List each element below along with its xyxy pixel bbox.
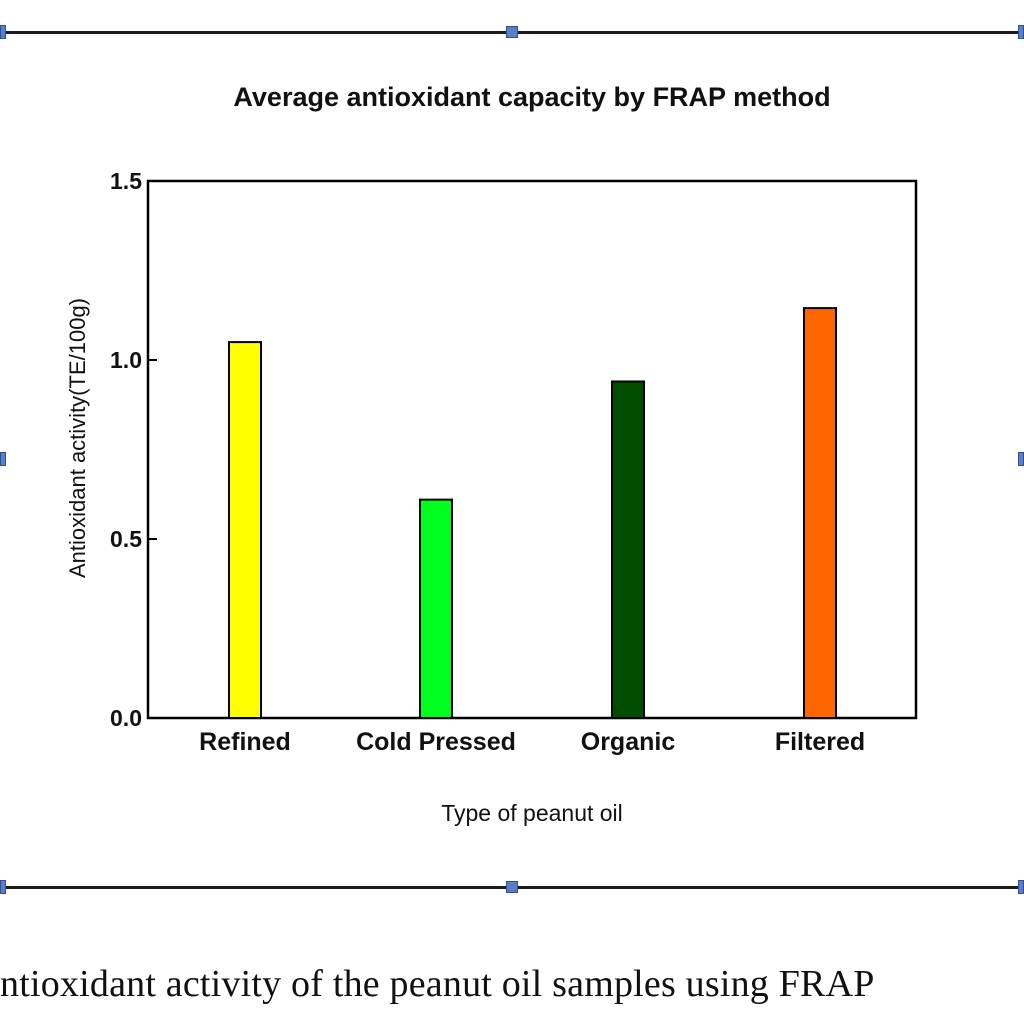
chart-title: Average antioxidant capacity by FRAP met… xyxy=(233,82,831,112)
x-axis-ticks: Refined Cold Pressed Organic Filtered xyxy=(199,728,865,756)
x-tick-label: Cold Pressed xyxy=(356,728,516,756)
y-tick-label: 0.0 xyxy=(110,705,142,731)
bars xyxy=(228,307,837,719)
y-axis-ticks: 0.0 0.5 1.0 1.5 xyxy=(110,168,157,731)
bar-cold-pressed xyxy=(419,498,453,719)
x-tick-label: Organic xyxy=(581,728,676,756)
resize-handle-bottom[interactable] xyxy=(506,881,518,893)
resize-handle-bottom-left[interactable] xyxy=(0,880,6,894)
y-tick-label: 0.5 xyxy=(110,526,142,552)
resize-handle-top-left[interactable] xyxy=(0,25,6,39)
x-tick-label: Refined xyxy=(199,728,291,756)
y-axis-label: Antioxidant activity(TE/100g) xyxy=(65,297,90,579)
figure-caption: ntioxidant activity of the peanut oil sa… xyxy=(0,963,875,1005)
y-tick-label: 1.0 xyxy=(110,347,142,373)
bar-organic xyxy=(611,380,645,719)
resize-handle-top[interactable] xyxy=(506,26,518,38)
bar-refined xyxy=(228,341,262,719)
bar-filtered xyxy=(803,307,837,719)
y-tick-label: 1.5 xyxy=(110,168,142,194)
x-tick-label: Filtered xyxy=(775,728,865,756)
x-axis-label: Type of peanut oil xyxy=(441,800,623,826)
plot-frame xyxy=(146,179,918,720)
resize-handle-left[interactable] xyxy=(0,452,6,466)
